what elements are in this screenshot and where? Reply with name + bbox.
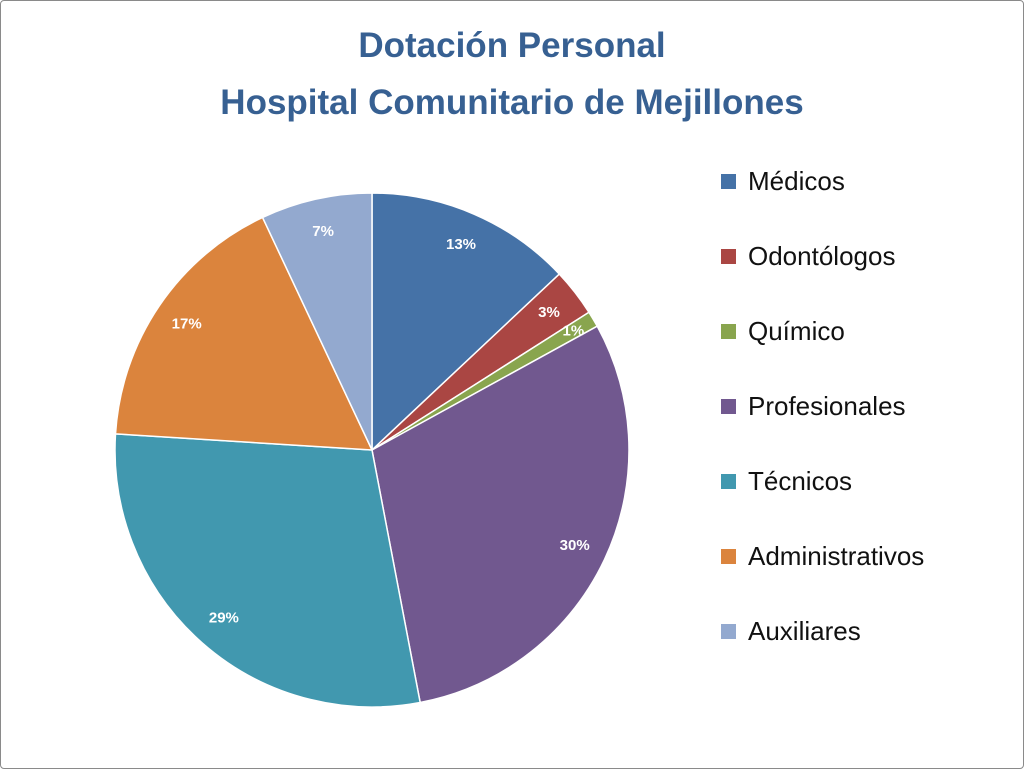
data-label-odontologos: 3% (538, 304, 560, 321)
legend-item-tecnicos: Técnicos (721, 463, 924, 499)
pie-slice-profesionales (371, 325, 630, 704)
data-label-administrativos: 17% (172, 316, 202, 333)
legend-item-administrativos: Administrativos (721, 538, 924, 574)
data-label-quimico: 1% (563, 322, 585, 339)
legend-label: Administrativos (748, 540, 925, 571)
legend-label: Químico (748, 315, 845, 346)
legend-swatch (721, 323, 736, 339)
legend-swatch (721, 473, 736, 489)
data-labels: 13% 3%1% 30% 29% 17% 7% (172, 223, 590, 627)
legend-swatch (721, 173, 736, 189)
data-label-tecnicos: 29% (209, 610, 239, 627)
legend-item-medicos: Médicos (721, 163, 924, 199)
data-label-profesionales: 30% (560, 537, 590, 554)
legend-item-profesionales: Profesionales (721, 388, 924, 424)
legend-item-quimico: Químico (721, 313, 924, 349)
legend-item-auxiliares: Auxiliares (721, 613, 924, 649)
chart-title: Dotación Personal Hospital Comunitario d… (220, 26, 804, 122)
legend-label: Odontólogos (748, 240, 896, 271)
legend: Médicos Odontólogos Químico Profesionales Té… (721, 163, 924, 688)
legend-swatch (721, 548, 736, 564)
legend-label: Técnicos (748, 465, 853, 496)
legend-item-odontologos: Odontólogos (721, 238, 924, 274)
pie-slice-tecnicos (114, 433, 421, 708)
pie-slice-administrativos (114, 216, 373, 451)
legend-label: Médicos (748, 165, 845, 196)
legend-label: Profesionales (748, 390, 906, 421)
legend-swatch (721, 398, 736, 414)
legend-label: Auxiliares (748, 615, 861, 646)
data-label-medicos: 13% (446, 236, 476, 253)
data-label-auxiliares: 7% (312, 223, 334, 240)
pie-slice-medicos (371, 192, 561, 451)
pie-slice-auxiliares (261, 192, 373, 451)
legend-swatch (721, 248, 736, 264)
pie-slices (114, 192, 630, 708)
legend-swatch (721, 623, 736, 639)
